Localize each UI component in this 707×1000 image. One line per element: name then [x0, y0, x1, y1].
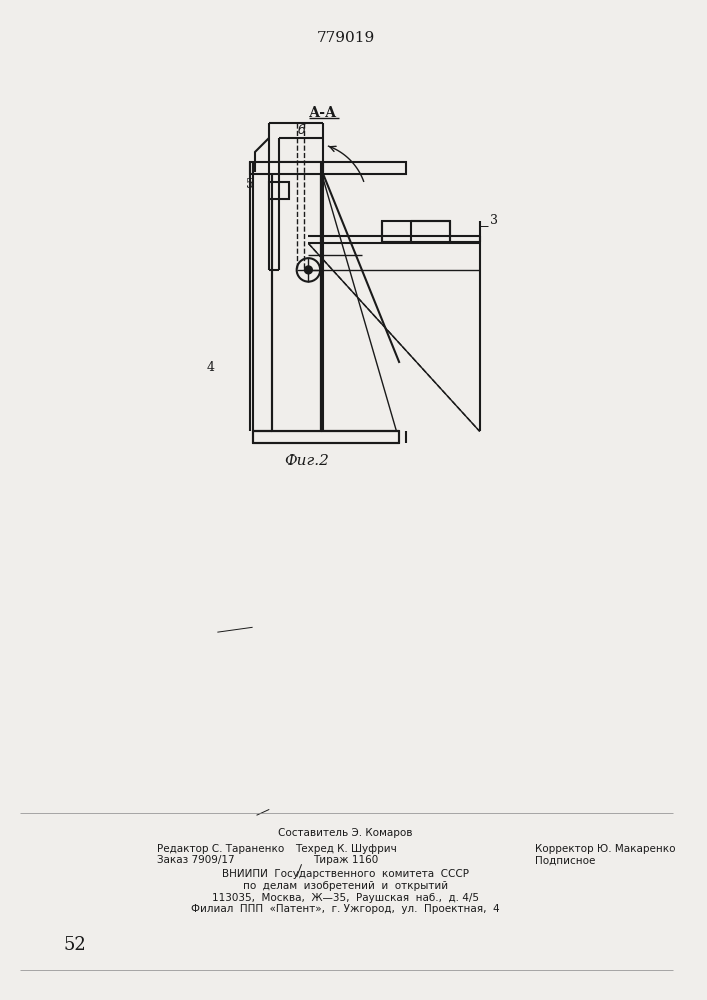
Text: Заказ 7909/17: Заказ 7909/17 — [157, 855, 234, 865]
Text: 3: 3 — [489, 214, 498, 227]
Bar — [250, 162, 407, 174]
Text: Составитель Э. Комаров: Составитель Э. Комаров — [279, 828, 413, 838]
Text: 4: 4 — [206, 361, 214, 374]
Text: Техред К. Шуфрич: Техред К. Шуфрич — [295, 844, 397, 854]
Bar — [382, 221, 450, 242]
Text: ВНИИПИ  Государственного  комитета  СССР: ВНИИПИ Государственного комитета СССР — [222, 869, 469, 879]
Text: Фиг.2: Фиг.2 — [284, 454, 329, 468]
Text: Редактор С. Тараненко: Редактор С. Тараненко — [157, 844, 284, 854]
Bar — [272, 162, 321, 431]
Bar — [252, 431, 399, 443]
Text: Корректор Ю. Макаренко: Корректор Ю. Макаренко — [534, 844, 675, 854]
Text: 5: 5 — [246, 178, 254, 191]
Text: по  делам  изобретений  и  открытий: по делам изобретений и открытий — [243, 881, 448, 891]
Circle shape — [305, 266, 312, 274]
Text: б: б — [298, 124, 305, 137]
Text: Филиал  ППП  «Патент»,  г. Ужгород,  ул.  Проектная,  4: Филиал ППП «Патент», г. Ужгород, ул. Про… — [192, 904, 500, 914]
Text: А-А: А-А — [309, 106, 337, 120]
Text: Тираж 1160: Тираж 1160 — [313, 855, 378, 865]
Text: 113035,  Москва,  Ж—35,  Раушская  наб.,  д. 4/5: 113035, Москва, Ж—35, Раушская наб., д. … — [212, 893, 479, 903]
Text: Подписное: Подписное — [534, 855, 595, 865]
Text: 779019: 779019 — [317, 31, 375, 45]
Text: 52: 52 — [64, 936, 86, 954]
Bar — [269, 182, 289, 199]
